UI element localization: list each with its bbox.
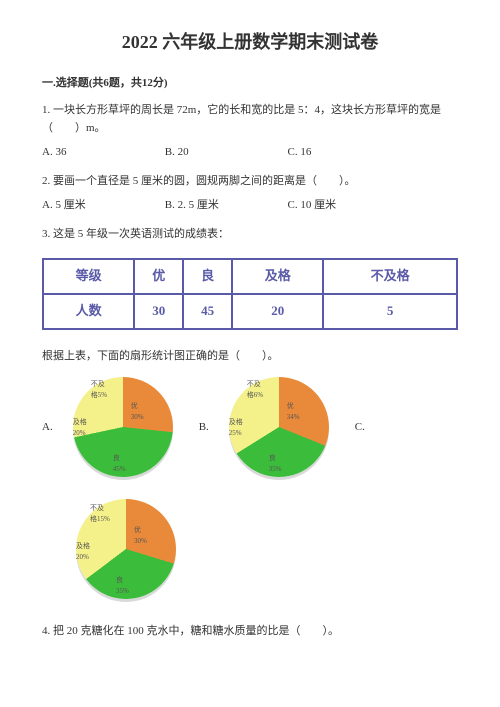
q1-option-a: A. 36 [42,144,162,162]
charts-row-2: 优30% 良35% 及格20% 不及格15% [42,495,458,605]
chart-b-label: B. [199,419,209,437]
table-header: 等级 [43,259,134,294]
q2-option-c: C. 10 厘米 [288,197,408,215]
question-1-options: A. 36 B. 20 C. 16 [42,144,458,162]
question-3: 3. 这是 5 年级一次英语测试的成绩表： [42,226,458,244]
q2-option-a: A. 5 厘米 [42,197,162,215]
table-header: 良 [183,259,232,294]
question-4: 4. 把 20 克糖化在 100 克水中，糖和糖水质量的比是（ ）。 [42,623,458,641]
pie-c-you-label: 优30% [134,525,147,547]
question-1: 1. 一块长方形草坪的周长是 72m，它的长和宽的比是 5：4，这块长方形草坪的… [42,102,458,137]
pie-b-liang-label: 良35% [269,453,282,475]
question-2: 2. 要画一个直径是 5 厘米的圆，圆规两脚之间的距离是（ ）。 [42,173,458,191]
table-cell: 5 [323,294,457,329]
chart-c-label: C. [355,419,365,437]
pie-a-you-label: 优30% [131,401,144,423]
pie-chart-c: 优30% 良35% 及格20% 不及格15% [66,495,196,605]
grades-table: 等级 优 良 及格 不及格 人数 30 45 20 5 [42,258,458,330]
table-row: 人数 30 45 20 5 [43,294,457,329]
chart-a-label: A. [42,419,53,437]
pie-b-bujige-label: 不及格6% [247,379,263,401]
table-cell: 30 [134,294,183,329]
table-header-row: 等级 优 良 及格 不及格 [43,259,457,294]
pie-a-liang-label: 良45% [113,453,126,475]
q2-option-b: B. 2. 5 厘米 [165,197,285,215]
table-cell: 人数 [43,294,134,329]
section-header: 一.选择题(共6题，共12分) [42,75,458,93]
table-header: 优 [134,259,183,294]
pie-a-jige-label: 及格20% [73,417,87,439]
question-2-options: A. 5 厘米 B. 2. 5 厘米 C. 10 厘米 [42,197,458,215]
q1-option-c: C. 16 [288,144,408,162]
pie-chart-a: 优30% 良45% 及格20% 不及格5% [63,373,193,483]
pie-chart-b: 优34% 良35% 及格25% 不及格6% [219,373,349,483]
pie-c-bujige-label: 不及格15% [90,503,110,525]
table-cell: 45 [183,294,232,329]
table-cell: 20 [232,294,323,329]
page-title: 2022 六年级上册数学期末测试卷 [42,28,458,57]
question-3b: 根据上表，下面的扇形统计图正确的是（ ）。 [42,348,458,366]
pie-b-you-label: 优34% [287,401,300,423]
q1-option-b: B. 20 [165,144,285,162]
table-header: 不及格 [323,259,457,294]
pie-c-liang-label: 良35% [116,575,129,597]
pie-c-jige-label: 及格20% [76,541,90,563]
table-header: 及格 [232,259,323,294]
charts-row-1: A. 优30% 良45% 及格20% 不及格5% B. 优34% 良35% 及格… [42,373,458,483]
pie-b-jige-label: 及格25% [229,417,243,439]
pie-a-bujige-label: 不及格5% [91,379,107,401]
